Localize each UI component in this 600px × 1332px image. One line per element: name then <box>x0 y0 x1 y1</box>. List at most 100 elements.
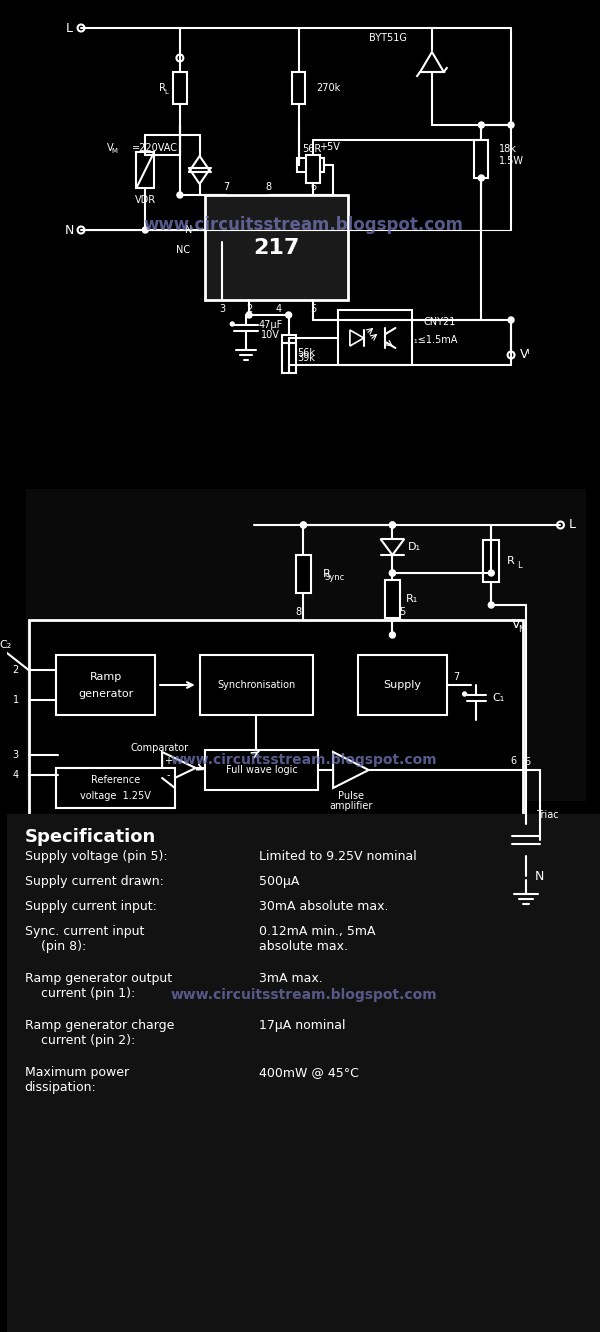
Text: Pulse: Pulse <box>338 791 364 801</box>
Text: BYT51G: BYT51G <box>368 33 406 43</box>
Text: Ramp generator output
    current (pin 1):: Ramp generator output current (pin 1): <box>25 972 172 1000</box>
Text: VDR: VDR <box>135 194 156 205</box>
Text: Supply current drawn:: Supply current drawn: <box>25 875 164 888</box>
Text: +5V: +5V <box>319 143 340 152</box>
Bar <box>136 152 154 188</box>
Text: Supply: Supply <box>383 681 421 690</box>
Text: R: R <box>158 83 166 93</box>
Text: 6: 6 <box>510 757 516 766</box>
Bar <box>29 619 523 815</box>
Circle shape <box>557 522 564 529</box>
Text: 5: 5 <box>310 304 316 314</box>
Circle shape <box>286 312 292 318</box>
Text: Ramp generator charge
    current (pin 2):: Ramp generator charge current (pin 2): <box>25 1019 174 1047</box>
Text: www.circuitsstream.blogspot.com: www.circuitsstream.blogspot.com <box>143 216 463 234</box>
Bar <box>307 155 320 182</box>
Text: 6: 6 <box>310 182 316 192</box>
Text: CNY21: CNY21 <box>424 317 456 326</box>
Text: 3: 3 <box>220 304 226 314</box>
Circle shape <box>301 522 307 527</box>
Text: R: R <box>507 555 515 566</box>
Text: V: V <box>512 618 520 631</box>
Text: 7: 7 <box>454 673 460 682</box>
Text: L: L <box>517 561 521 570</box>
Text: voltage  1.25V: voltage 1.25V <box>80 791 151 801</box>
Circle shape <box>389 522 395 527</box>
Text: 500μA: 500μA <box>259 875 299 888</box>
Text: C₂: C₂ <box>0 639 12 650</box>
Text: I₁≤1.5mA: I₁≤1.5mA <box>411 336 457 345</box>
Bar <box>205 750 318 790</box>
Bar <box>7 815 600 1332</box>
Text: Specification: Specification <box>25 829 156 846</box>
Text: 39k: 39k <box>298 353 316 364</box>
Text: V: V <box>107 143 114 153</box>
Text: 56k: 56k <box>298 348 316 358</box>
Text: -: - <box>166 770 170 781</box>
Text: Maximum power
dissipation:: Maximum power dissipation: <box>25 1066 129 1094</box>
Bar <box>282 344 296 373</box>
Text: www.circuitsstream.blogspot.com: www.circuitsstream.blogspot.com <box>170 753 437 767</box>
Text: 0.12mA min., 5mA
absolute max.: 0.12mA min., 5mA absolute max. <box>259 924 376 952</box>
Text: 4: 4 <box>275 304 282 314</box>
Text: C₁: C₁ <box>492 693 505 703</box>
Text: 8: 8 <box>295 607 302 617</box>
Text: D₁: D₁ <box>407 542 421 551</box>
Circle shape <box>389 570 395 575</box>
Text: 4: 4 <box>13 770 19 781</box>
Text: 6: 6 <box>525 757 531 767</box>
Circle shape <box>508 123 514 128</box>
Text: 5: 5 <box>399 607 406 617</box>
Bar <box>26 490 585 801</box>
Circle shape <box>230 322 234 326</box>
Text: Full wave logic: Full wave logic <box>226 765 298 775</box>
Circle shape <box>77 226 85 233</box>
Bar <box>338 310 412 365</box>
Text: 1: 1 <box>13 695 19 705</box>
Text: Comparator: Comparator <box>130 743 188 753</box>
Text: Limited to 9.25V nominal: Limited to 9.25V nominal <box>259 850 417 863</box>
Circle shape <box>389 522 395 527</box>
Text: 1.5W: 1.5W <box>499 156 524 166</box>
Bar <box>173 72 187 104</box>
Bar <box>484 539 499 582</box>
Circle shape <box>478 123 484 128</box>
Text: generator: generator <box>78 689 133 699</box>
Bar <box>475 140 488 178</box>
Text: N: N <box>535 870 544 883</box>
Circle shape <box>478 174 484 181</box>
Text: www.circuitsstream.blogspot.com: www.circuitsstream.blogspot.com <box>170 988 437 1002</box>
Circle shape <box>246 312 252 318</box>
Text: Triac: Triac <box>536 810 559 821</box>
Bar <box>292 72 305 104</box>
Text: 18k: 18k <box>499 144 517 155</box>
Circle shape <box>177 192 183 198</box>
Circle shape <box>463 693 467 697</box>
Text: 270k: 270k <box>316 83 341 93</box>
Text: +: + <box>164 757 172 766</box>
Circle shape <box>523 872 529 879</box>
Text: Vᴵ: Vᴵ <box>520 349 530 361</box>
Text: 56R: 56R <box>302 144 321 155</box>
Text: 30mA absolute max.: 30mA absolute max. <box>259 900 388 912</box>
Circle shape <box>508 317 514 322</box>
Text: 10V: 10V <box>262 330 280 340</box>
Text: Reference: Reference <box>91 775 140 785</box>
Text: 2: 2 <box>13 665 19 675</box>
Bar <box>56 655 155 715</box>
Text: Ramp: Ramp <box>89 673 122 682</box>
Text: 7: 7 <box>223 182 229 192</box>
Text: 17μA nominal: 17μA nominal <box>259 1019 346 1032</box>
Text: N: N <box>64 224 74 237</box>
Bar <box>385 579 400 618</box>
Bar <box>296 159 324 172</box>
Text: NC: NC <box>176 245 190 254</box>
Circle shape <box>142 226 148 233</box>
Text: 400mW @ 45°C: 400mW @ 45°C <box>259 1066 359 1079</box>
Text: R: R <box>323 569 331 579</box>
Text: L: L <box>65 21 73 35</box>
Circle shape <box>488 602 494 607</box>
Circle shape <box>488 570 494 575</box>
Circle shape <box>508 352 514 358</box>
Bar <box>358 655 447 715</box>
